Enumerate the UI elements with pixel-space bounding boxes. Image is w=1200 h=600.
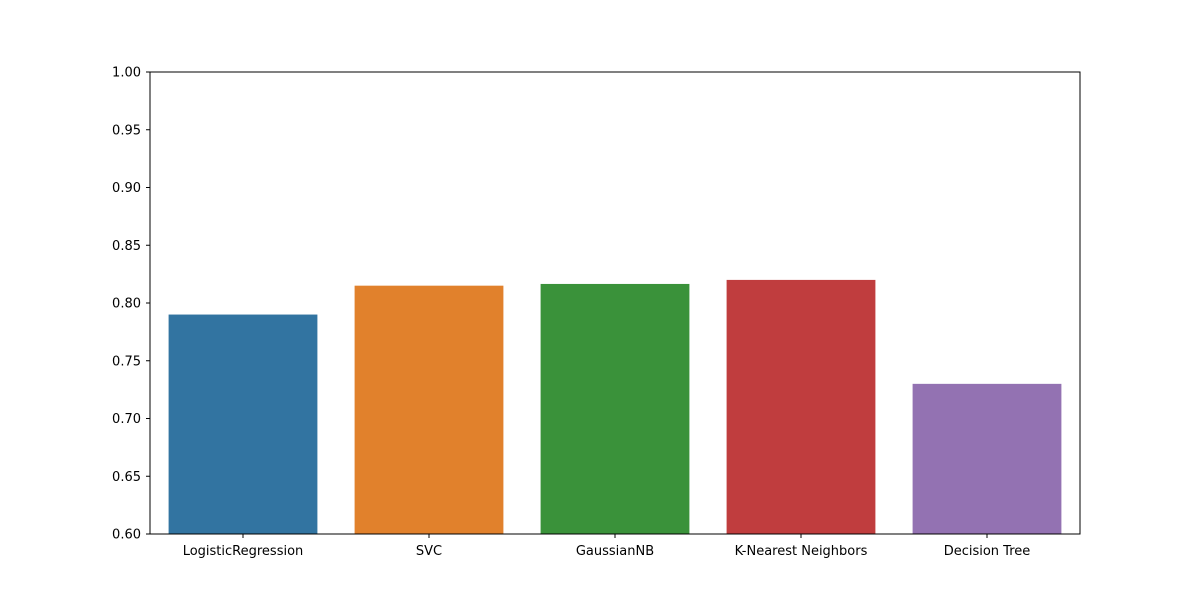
y-tick-label: 0.80 [112, 297, 141, 312]
y-tick-label: 0.65 [112, 470, 141, 485]
y-tick-label: 1.00 [112, 66, 141, 81]
x-tick-label: K-Nearest Neighbors [735, 544, 868, 559]
bar-logisticregression [168, 314, 318, 534]
y-tick-label: 0.90 [112, 181, 141, 196]
y-tick-label: 0.85 [112, 239, 141, 254]
bar-gaussiannb [540, 283, 690, 534]
bar-svc [354, 285, 504, 534]
x-tick-label: LogisticRegression [183, 544, 304, 559]
y-tick-label: 0.95 [112, 123, 141, 138]
bar-decision-tree [912, 383, 1062, 534]
plot-frame [149, 71, 1081, 535]
y-tick-label: 0.75 [112, 354, 141, 369]
x-tick-label: Decision Tree [944, 544, 1031, 559]
y-tick-label: 0.70 [112, 412, 141, 427]
y-tick-label: 0.60 [112, 528, 141, 543]
x-tick-label: GaussianNB [576, 544, 654, 559]
bar-k-nearest-neighbors [726, 279, 876, 534]
x-tick-label: SVC [416, 544, 442, 559]
bars-group [168, 279, 1062, 534]
x-axis-ticks: LogisticRegression SVC GaussianNB K-Nearest… [183, 534, 1031, 559]
y-axis-ticks: 0.60 0.65 0.70 0.75 0.80 0.85 0.90 0.95 1.00 [112, 66, 150, 543]
